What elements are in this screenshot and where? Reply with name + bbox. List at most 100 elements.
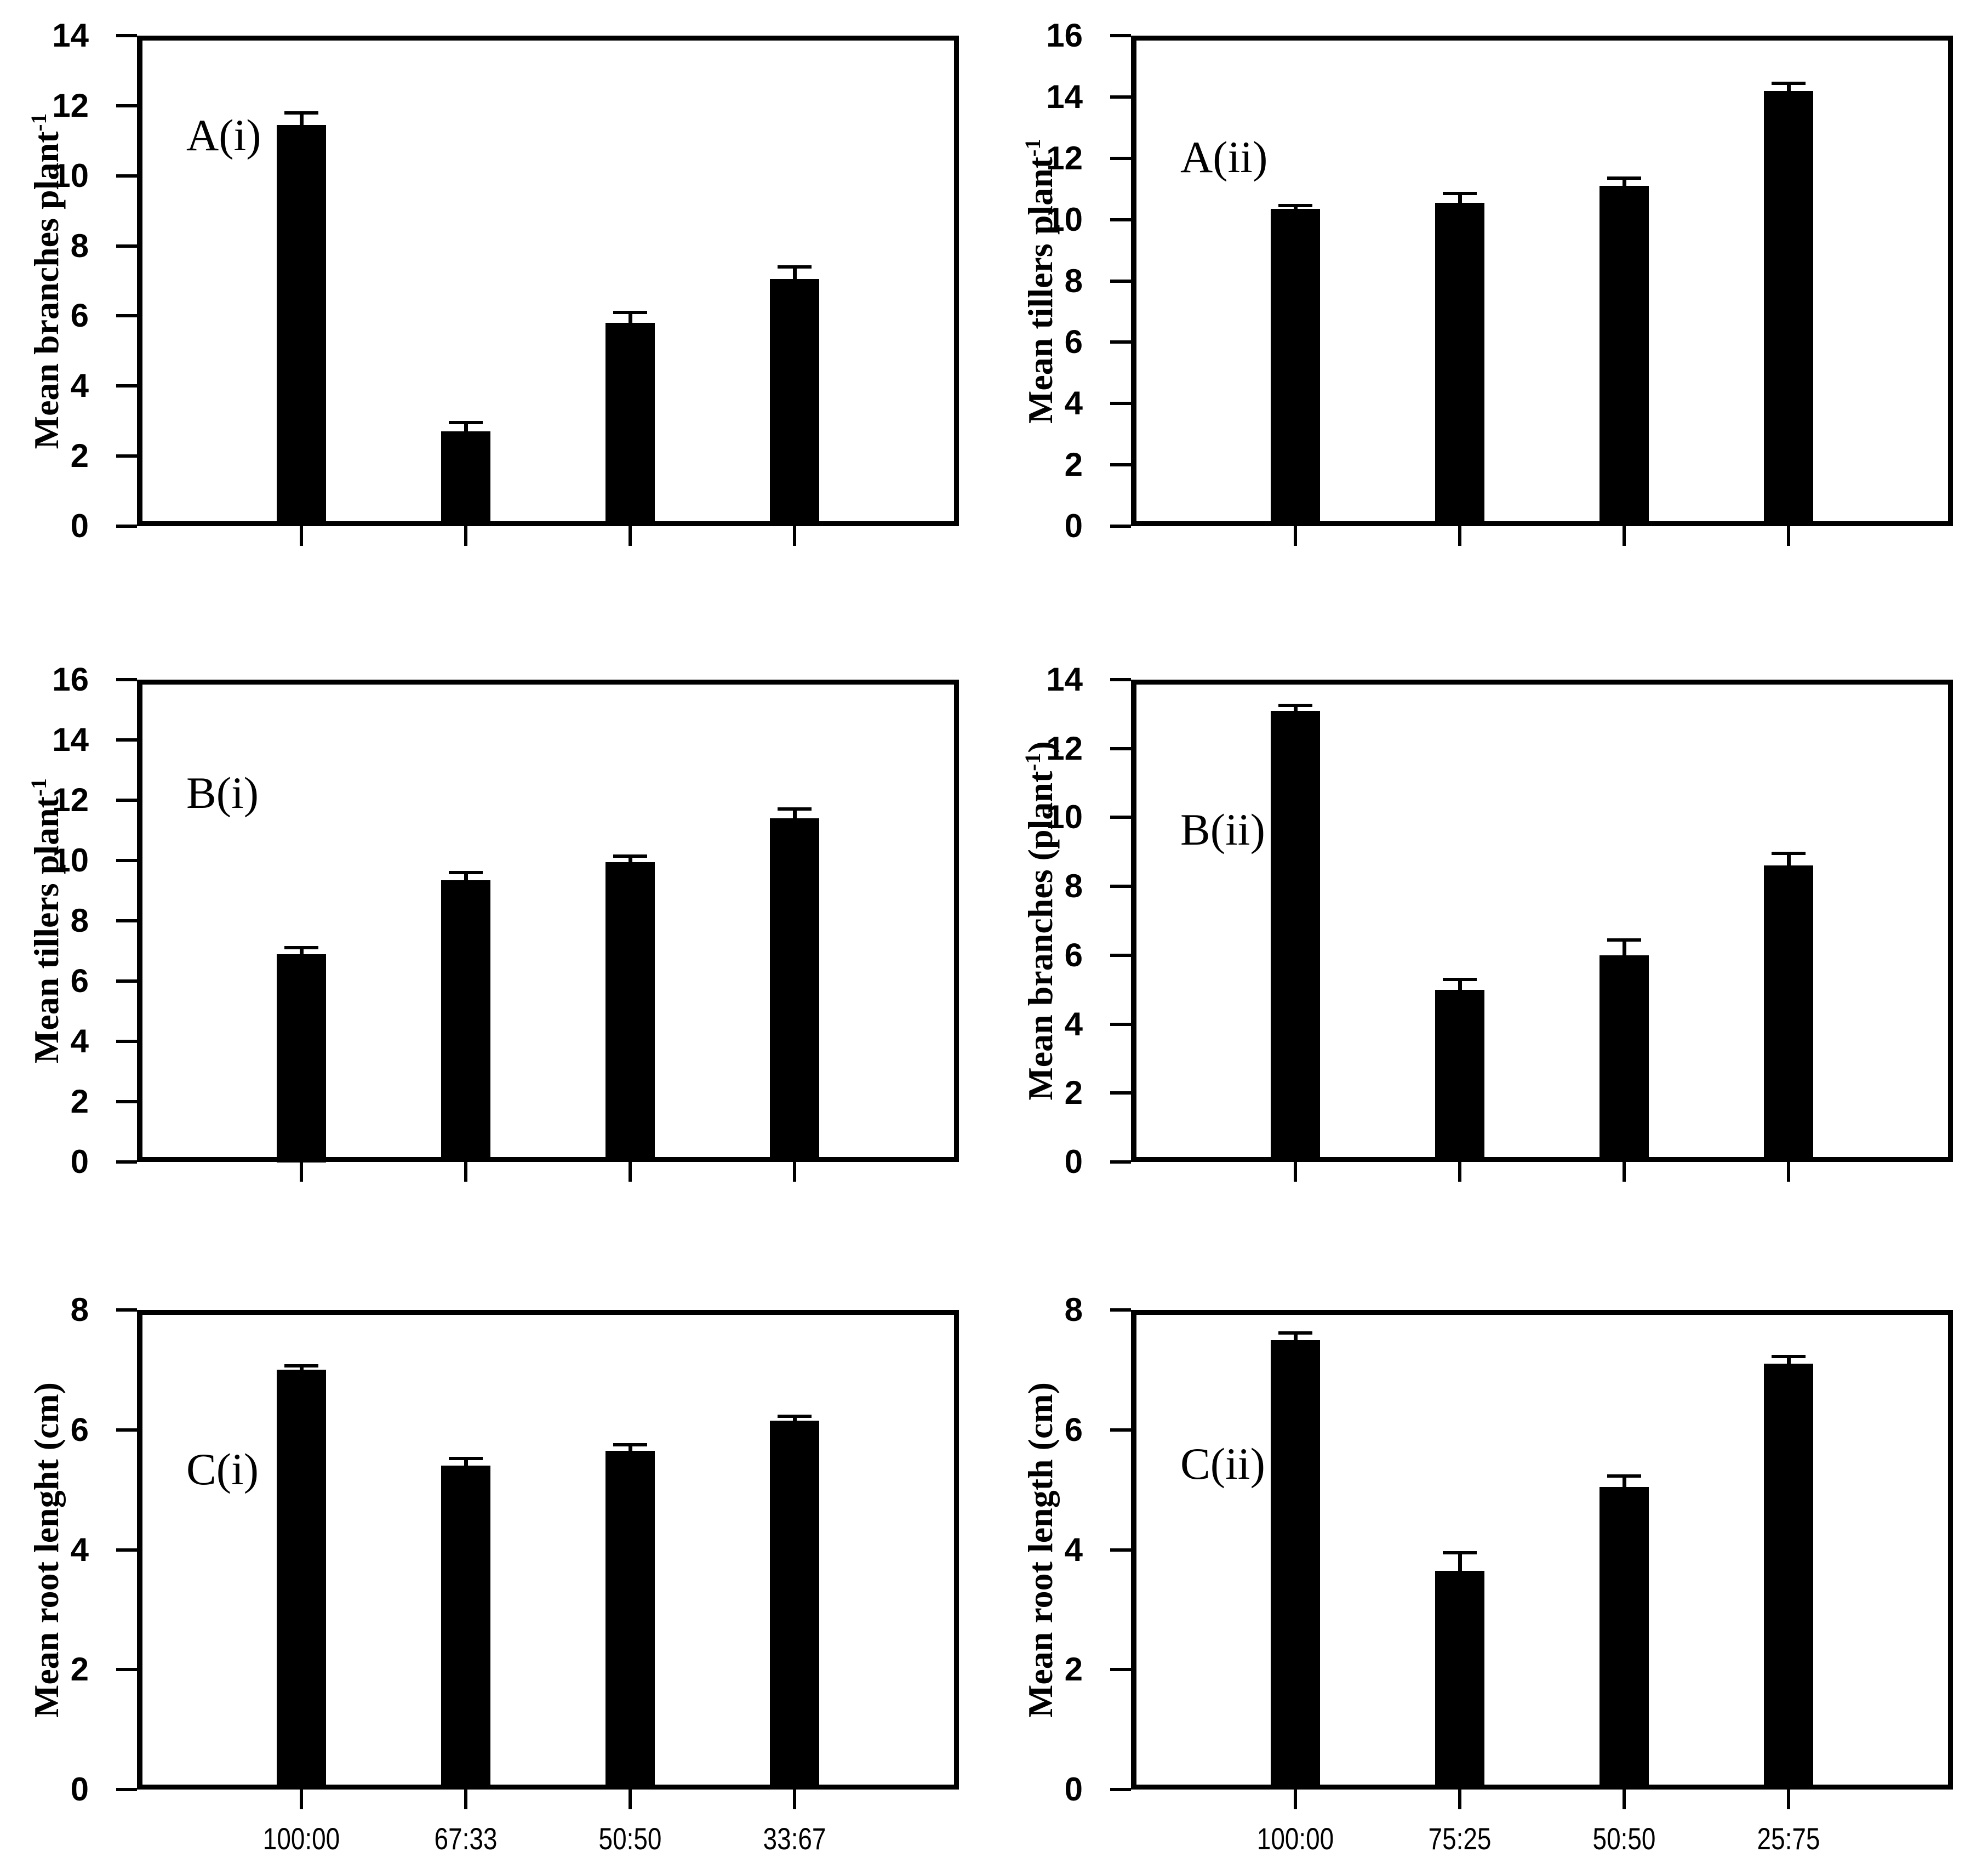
y-tick [116, 174, 137, 178]
x-tick [793, 1790, 796, 1809]
y-tick [1110, 885, 1131, 888]
y-tick-label: 0 [70, 1771, 89, 1808]
error-bar-line [1623, 940, 1626, 958]
y-tick [116, 1548, 137, 1552]
x-tick [300, 1790, 303, 1809]
y-tick-label: 4 [1064, 1006, 1083, 1042]
y-tick-label: 8 [70, 1291, 89, 1328]
bar [1271, 711, 1320, 1162]
y-tick [1110, 34, 1131, 37]
error-bar-line [1458, 979, 1462, 992]
y-tick [1110, 816, 1131, 819]
axis-right-line [954, 1310, 959, 1790]
panel-B-i: Mean tillers plant-1 B(i) 0 2 4 6 8 10 12 14 16 [0, 623, 994, 1246]
y-tick-label: 0 [1064, 1143, 1083, 1180]
panel-B-ii: Mean branches (plant-1) B(ii) 0 2 4 6 8 10 12 1… [994, 623, 1988, 1246]
y-tick-label: 2 [70, 1651, 89, 1688]
y-axis-line [1131, 680, 1136, 1162]
y-tick [1110, 1788, 1131, 1791]
x-tick-label: 33:67 [763, 1821, 826, 1856]
error-bar-line [793, 267, 797, 281]
y-tick [1110, 157, 1131, 160]
error-bar-cap [1443, 192, 1477, 195]
y-tick-label: 12 [1046, 140, 1083, 176]
y-tick [1110, 280, 1131, 283]
y-tick [1110, 218, 1131, 221]
y-tick-label: 4 [70, 1023, 89, 1059]
y-tick [1110, 1548, 1131, 1552]
axis-right-line [1948, 680, 1953, 1162]
bar [441, 880, 490, 1162]
bar [1764, 1364, 1813, 1790]
x-tick [629, 526, 632, 546]
y-tick-label: 8 [1064, 868, 1083, 904]
bar [1271, 1340, 1320, 1790]
error-bar-cap [449, 871, 483, 874]
x-tick [300, 526, 303, 546]
y-axis-line [1131, 36, 1136, 526]
axis-bottom-line [1131, 521, 1953, 526]
y-tick [116, 454, 137, 458]
panel-label: B(ii) [1180, 805, 1265, 854]
y-tick-label: 14 [52, 17, 89, 54]
x-tick [464, 526, 467, 546]
y-tick-label: 12 [52, 782, 89, 818]
y-tick-label: 10 [52, 157, 89, 194]
x-tick [1623, 526, 1626, 546]
y-tick-label: 2 [70, 1083, 89, 1120]
x-tick [1787, 526, 1790, 546]
y-tick [116, 859, 137, 862]
bar [277, 125, 326, 526]
plot-area: 0 2 4 6 8 100:00 67:33 50:50 33:67 [71, 1291, 959, 1856]
y-tick [116, 678, 137, 681]
x-tick [1294, 1162, 1297, 1182]
y-tick [1110, 95, 1131, 99]
bar [1764, 865, 1813, 1162]
y-tick [116, 799, 137, 802]
y-axis-line [137, 36, 142, 526]
bar [1599, 1487, 1649, 1790]
bar [770, 279, 819, 526]
x-tick [300, 1162, 303, 1182]
y-tick [116, 1040, 137, 1043]
x-tick-label: 50:50 [1592, 1821, 1656, 1856]
y-tick-label: 0 [1064, 1771, 1083, 1808]
x-tick [1458, 526, 1461, 546]
bar [605, 862, 655, 1162]
error-bar-cap [449, 421, 483, 424]
error-bar-cap [1278, 1331, 1312, 1335]
panel-A-i: Mean branches plant-1 A(i) 0 2 4 6 8 10 12 14 [0, 0, 994, 623]
plot-area: 0 2 4 6 8 10 12 14 16 [1046, 17, 1953, 546]
y-tick [1110, 1091, 1131, 1095]
axis-top-line [1131, 680, 1953, 685]
axis-right-line [1948, 36, 1953, 526]
error-bar-cap [284, 111, 318, 115]
x-tick-label: 50:50 [598, 1821, 662, 1856]
y-axis-line [137, 1310, 142, 1790]
y-tick [116, 1100, 137, 1103]
x-tick-label: 25:75 [1757, 1821, 1820, 1856]
error-bar-cap [613, 311, 647, 314]
y-tick-label: 6 [70, 1411, 89, 1448]
bar [277, 954, 326, 1163]
panel-label: A(ii) [1180, 132, 1268, 182]
error-bar-line [1458, 1553, 1462, 1573]
panel-label: A(i) [186, 110, 261, 160]
y-tick-label: 8 [1064, 263, 1083, 299]
axis-top-line [137, 1310, 959, 1315]
error-bar-cap [1278, 204, 1312, 207]
plot-area: 0 2 4 6 8 10 12 14 [1046, 661, 1953, 1182]
error-bar-line [1787, 83, 1791, 93]
bar [770, 1421, 819, 1790]
bar [441, 1466, 490, 1790]
y-tick-label: 10 [1046, 201, 1083, 238]
y-tick-label: 4 [70, 1531, 89, 1568]
y-tick [116, 384, 137, 388]
y-tick-label: 2 [1064, 1651, 1083, 1688]
panel-A-ii: Mean tillers plant-1 A(ii) 0 2 4 6 8 10 12 14 16 [994, 0, 1988, 623]
x-tick-label: 100:00 [1256, 1821, 1334, 1856]
y-tick [116, 1308, 137, 1312]
y-tick [1110, 1308, 1131, 1312]
x-tick [1294, 526, 1297, 546]
